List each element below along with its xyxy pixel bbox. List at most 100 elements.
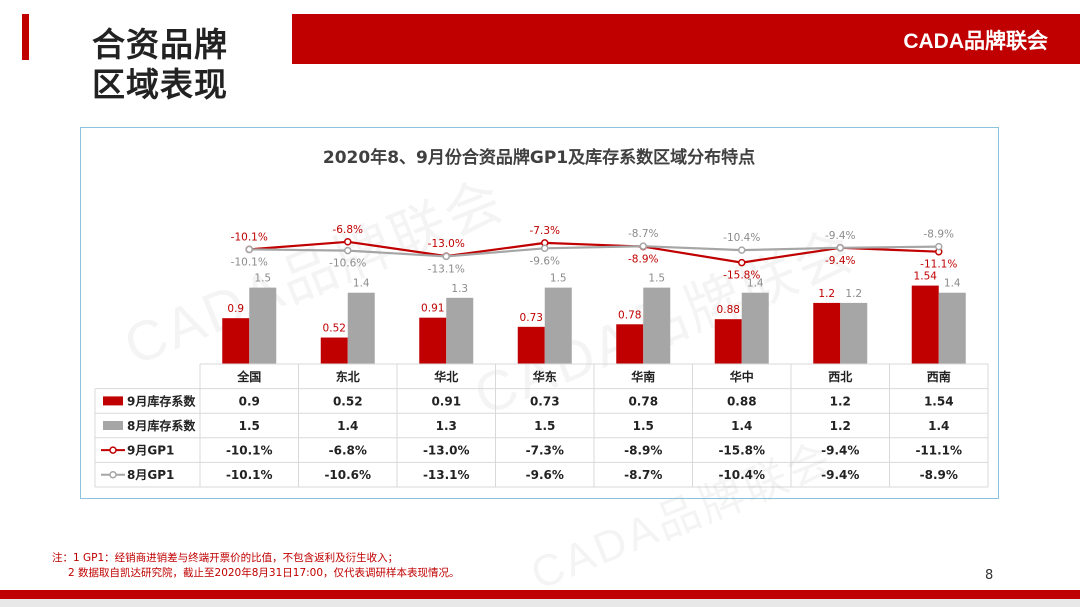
bar-aug-3 [544, 287, 572, 364]
bar-sep-1 [320, 337, 348, 364]
bar-label-aug-2: 1.3 [451, 283, 468, 295]
line-label-aug-5: -10.4% [723, 232, 760, 244]
table-cell-sep-stock-1: 0.52 [333, 394, 363, 408]
chart-panel: CADA品牌联会 CADA品牌联会 2020年8、9月份合资品牌GP1及库存系数… [80, 127, 999, 499]
legend-key-marker-aug-gp1 [109, 470, 117, 479]
table-cell-sep-stock-7: 1.54 [924, 394, 954, 408]
bar-label-sep-0: 0.9 [227, 303, 244, 315]
chart: 2020年8、9月份合资品牌GP1及库存系数区域分布特点 0.9 0.52 0.91 0… [94, 147, 989, 488]
line-label-aug-7: -8.9% [924, 229, 954, 241]
bar-label-sep-3: 0.73 [520, 312, 543, 324]
table-cell-aug-gp1-5: -10.4% [718, 468, 765, 482]
top-banner: CADA品牌联会 [292, 14, 1080, 64]
line-aug-gp1 [249, 245, 939, 258]
category-label-5: 华中 [730, 369, 754, 384]
bar-label-aug-1: 1.4 [353, 278, 370, 290]
table-cell-aug-gp1-1: -10.6% [324, 468, 371, 482]
table-cell-aug-stock-5: 1.4 [731, 419, 752, 433]
point-aug-3 [541, 244, 549, 253]
bar-label-sep-6: 1.2 [818, 288, 835, 300]
bar-label-aug-7: 1.4 [944, 278, 961, 290]
point-aug-2 [442, 252, 450, 261]
table-cell-sep-gp1-6: -9.4% [821, 444, 859, 458]
bottom-gray-bar [0, 599, 1080, 607]
bar-sep-2 [419, 317, 447, 364]
bar-aug-2 [446, 297, 474, 364]
legend-key-marker-sep-gp1 [109, 446, 117, 454]
line-label-aug-1: -10.6% [329, 258, 366, 270]
line-label-sep-5: -15.8% [723, 270, 760, 282]
bar-label-sep-4: 0.78 [618, 309, 641, 321]
category-label-0: 全国 [236, 369, 261, 384]
bottom-accent-bar [0, 590, 1080, 599]
table-cell-aug-stock-6: 1.2 [830, 419, 851, 433]
bar-label-sep-2: 0.91 [421, 303, 444, 315]
table-cell-aug-stock-7: 1.4 [928, 419, 949, 433]
bar-sep-4 [616, 324, 644, 364]
legend-label-aug-gp1: 8月GP1 [127, 468, 174, 482]
table-cell-aug-gp1-7: -8.9% [920, 468, 958, 482]
page-title-line2: 区域表现 [92, 65, 228, 104]
bar-aug-7 [938, 292, 966, 364]
line-label-sep-6: -9.4% [825, 255, 855, 267]
category-label-2: 华北 [434, 369, 458, 384]
point-sep-5 [738, 258, 746, 267]
bar-label-sep-5: 0.88 [717, 304, 740, 316]
table-cell-sep-gp1-3: -7.3% [526, 444, 564, 458]
bar-sep-7 [911, 285, 939, 364]
bar-aug-0 [249, 287, 277, 364]
line-label-aug-4: -8.7% [628, 228, 658, 240]
point-sep-1 [344, 238, 352, 246]
bar-aug-6 [840, 302, 868, 364]
bar-sep-5 [714, 319, 742, 364]
bar-label-sep-1: 0.52 [323, 323, 346, 335]
table-cell-sep-stock-3: 0.73 [530, 394, 560, 408]
line-label-sep-1: -6.8% [333, 224, 363, 236]
bar-label-aug-5: 1.4 [747, 278, 764, 290]
legend-label-sep-gp1: 9月GP1 [127, 444, 174, 458]
table-cell-sep-stock-5: 0.88 [727, 394, 757, 408]
table-cell-aug-gp1-2: -13.1% [423, 468, 470, 482]
bar-aug-1 [347, 292, 375, 364]
table-cell-sep-gp1-1: -6.8% [329, 444, 367, 458]
bar-sep-6 [813, 302, 841, 364]
bar-aug-5 [741, 292, 769, 364]
bar-sep-0 [222, 318, 250, 364]
table-cell-sep-gp1-0: -10.1% [226, 444, 273, 458]
table-cell-sep-stock-2: 0.91 [431, 394, 461, 408]
table-cell-sep-gp1-5: -15.8% [718, 444, 765, 458]
line-label-sep-4: -8.9% [628, 254, 658, 266]
table-cell-aug-stock-1: 1.4 [337, 419, 358, 433]
legend-key-sep-stock [103, 396, 123, 406]
footnote-2: 2 数据取自凯达研究院，截止至2020年8月31日17:00，仅代表调研样本表现… [68, 567, 460, 579]
point-aug-7 [935, 242, 943, 251]
table-cell-sep-gp1-7: -11.1% [915, 444, 962, 458]
point-aug-5 [738, 246, 746, 254]
legend-label-aug-stock: 8月库存系数 [127, 418, 196, 433]
table-cell-sep-stock-6: 1.2 [830, 394, 851, 408]
category-label-4: 华南 [631, 369, 655, 384]
table-cell-aug-gp1-3: -9.6% [526, 468, 564, 482]
line-sep-gp1 [249, 240, 939, 264]
bar-label-aug-0: 1.5 [254, 273, 271, 285]
line-label-sep-0: -10.1% [231, 231, 268, 243]
page-title-line1: 合资品牌 [92, 25, 228, 64]
point-aug-0 [245, 245, 253, 254]
brand-label: CADA品牌联会 [903, 30, 1048, 53]
category-label-3: 华东 [533, 369, 557, 384]
table-cell-aug-gp1-4: -8.7% [624, 468, 662, 482]
point-aug-6 [836, 244, 844, 252]
bar-label-sep-7: 1.54 [914, 271, 938, 283]
point-aug-4 [639, 242, 647, 250]
legend-label-sep-stock: 9月库存系数 [127, 393, 196, 408]
point-aug-1 [344, 246, 352, 255]
category-label-7: 西南 [927, 369, 951, 384]
table-cell-aug-stock-2: 1.3 [436, 419, 457, 433]
line-label-sep-2: -13.0% [428, 238, 465, 250]
table-cell-aug-gp1-6: -9.4% [821, 468, 859, 482]
page-number: 8 [985, 568, 994, 583]
table-cell-aug-gp1-0: -10.1% [226, 468, 273, 482]
table-cell-sep-gp1-4: -8.9% [624, 444, 662, 458]
header-accent-bar [22, 14, 29, 60]
line-label-aug-0: -10.1% [231, 256, 268, 268]
